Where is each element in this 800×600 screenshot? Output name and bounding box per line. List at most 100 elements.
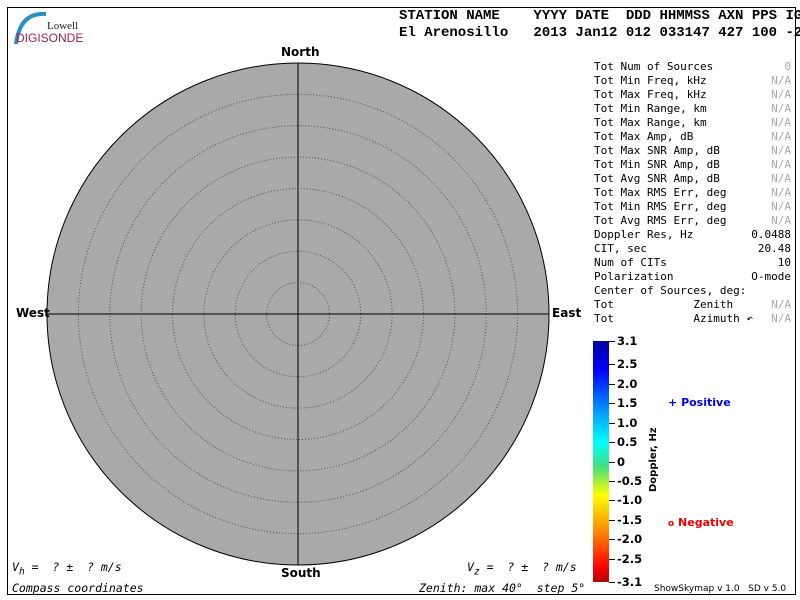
stat-value: N/A — [771, 298, 791, 311]
colorbar-tick-mark — [609, 341, 615, 342]
frame — [7, 7, 796, 595]
stat-value: O-mode — [751, 270, 791, 283]
skymap-plot — [46, 62, 550, 566]
stat-value: 10 — [777, 256, 791, 269]
south-label: South — [281, 566, 321, 580]
stat-value: 0.0488 — [751, 228, 791, 241]
stat-value: N/A — [771, 130, 791, 143]
east-label: East — [552, 306, 582, 320]
stat-value: N/A — [771, 214, 791, 227]
colorbar-tick-mark — [609, 442, 615, 444]
stat-value: 20.48 — [757, 242, 791, 255]
legend-positive-label: Positive — [681, 396, 731, 409]
stat-label: Tot Num of Sources — [594, 60, 714, 73]
stat-value: N/A — [771, 88, 791, 101]
west-label: West — [16, 306, 50, 320]
stat-row: Tot Min RMS Err, deg N/A — [594, 200, 791, 214]
stat-row: Tot Avg RMS Err, deg N/A — [594, 214, 791, 228]
stat-value: N/A — [771, 144, 791, 157]
stat-row: Tot Azimuth ↶ N/A — [594, 312, 791, 326]
colorbar-tick: 3.1 — [617, 334, 638, 348]
colorbar-tick: -2.5 — [617, 551, 643, 566]
stat-label: Center of Sources, deg: — [594, 284, 747, 297]
stat-row: Tot Min SNR Amp, dB N/A — [594, 158, 791, 172]
coordinate-system: Compass coordinates — [12, 581, 144, 595]
colorbar-tick: 1.5 — [617, 396, 638, 411]
colorbar-tick: -0.5 — [617, 473, 643, 488]
stat-value: N/A — [771, 116, 791, 129]
vh-readout: Vh = ? ± ? m/s — [12, 560, 122, 578]
stat-value: N/A — [771, 102, 791, 115]
colorbar-tick-mark — [609, 422, 615, 424]
stat-value: N/A — [771, 200, 791, 213]
colorbar-title: Doppler, Hz — [648, 427, 659, 492]
stat-label: Polarization — [594, 270, 674, 283]
stat-row: Tot Max SNR Amp, dB N/A — [594, 144, 791, 158]
colorbar-tick: 2.0 — [617, 376, 638, 391]
colorbar-tick: 0.5 — [617, 435, 638, 450]
stat-label: Tot Min Range, km — [594, 102, 707, 115]
legend-negative: o Negative — [668, 516, 734, 529]
plus-icon: + — [668, 396, 678, 409]
colorbar-tick: 2.5 — [617, 357, 638, 372]
stat-row: Polarization O-mode — [594, 270, 791, 284]
stat-label: Tot Avg RMS Err, deg — [594, 214, 727, 227]
legend-positive: + Positive — [668, 396, 731, 409]
stat-row: Tot Max Freq, kHz N/A — [594, 88, 791, 102]
colorbar-tick: 0 — [617, 454, 626, 469]
colorbar-tick-mark — [609, 500, 615, 502]
doppler-colorbar — [593, 341, 609, 582]
colorbar-tick-mark — [609, 364, 615, 366]
stat-label: Tot Min SNR Amp, dB — [594, 158, 720, 171]
stat-label: Tot Max Range, km — [594, 116, 707, 129]
colorbar-tick: 1.0 — [617, 415, 638, 430]
stat-row: Tot Min Range, km N/A — [594, 102, 791, 116]
colorbar-tick-mark — [609, 519, 615, 521]
colorbar-tick: -1.5 — [617, 512, 643, 527]
legend-negative-label: Negative — [678, 516, 734, 529]
stat-label: Tot Zenith — [594, 298, 734, 311]
stat-value: N/A — [771, 158, 791, 171]
stat-row: Tot Max RMS Err, deg N/A — [594, 186, 791, 200]
version-info: ShowSkymap v 1.0 SD v 5.0 — [654, 584, 787, 594]
stat-row: Center of Sources, deg: — [594, 284, 791, 298]
stat-label: Tot Min Freq, kHz — [594, 74, 707, 87]
north-label: North — [281, 45, 320, 59]
stat-value: 0 — [784, 60, 791, 73]
colorbar-tick-mark — [609, 403, 615, 405]
stat-label: Tot Max RMS Err, deg — [594, 186, 727, 199]
stat-value: N/A — [771, 74, 791, 87]
stat-label: Doppler Res, Hz — [594, 228, 694, 241]
colorbar-tick: -2.0 — [617, 532, 643, 547]
header-labels: STATION NAME YYYY DATE DDD HHMMSS AXN PP… — [399, 8, 800, 24]
stat-value: N/A — [771, 312, 791, 325]
stat-row: Tot Max Range, km N/A — [594, 116, 791, 130]
logo-lowell: Lowell — [47, 20, 79, 32]
colorbar-tick-mark — [609, 558, 615, 560]
stat-label: CIT, sec — [594, 242, 647, 255]
stat-label: Tot Max Amp, dB — [594, 130, 694, 143]
zenith-info: Zenith: max 40° step 5° — [419, 581, 586, 595]
stat-row: Doppler Res, Hz 0.0488 — [594, 228, 791, 242]
colorbar-tick-mark — [609, 480, 615, 482]
logo-digisonde: DIGISONDE — [16, 31, 84, 45]
stat-label: Tot Avg SNR Amp, dB — [594, 172, 720, 185]
stat-row: Tot Avg SNR Amp, dB N/A — [594, 172, 791, 186]
colorbar-tick-mark — [609, 582, 615, 583]
stat-row: Tot Min Freq, kHz N/A — [594, 74, 791, 88]
colorbar-tick: -3.1 — [617, 575, 643, 589]
colorbar-tick-mark — [609, 383, 615, 385]
circle-icon: o — [668, 519, 675, 529]
stat-value: N/A — [771, 172, 791, 185]
stat-row: Tot Zenith N/A — [594, 298, 791, 312]
stat-label: Tot Max SNR Amp, dB — [594, 144, 720, 157]
stat-row: Tot Num of Sources 0 — [594, 60, 791, 74]
stat-row: CIT, sec 20.48 — [594, 242, 791, 256]
logo-arc-icon — [14, 11, 47, 45]
colorbar-tick: -1.0 — [617, 493, 643, 508]
colorbar-tick-mark — [609, 461, 615, 463]
stat-label: Tot Max Freq, kHz — [594, 88, 707, 101]
stat-label: Tot Azimuth ↶ — [594, 312, 753, 325]
stat-row: Tot Max Amp, dB N/A — [594, 130, 791, 144]
